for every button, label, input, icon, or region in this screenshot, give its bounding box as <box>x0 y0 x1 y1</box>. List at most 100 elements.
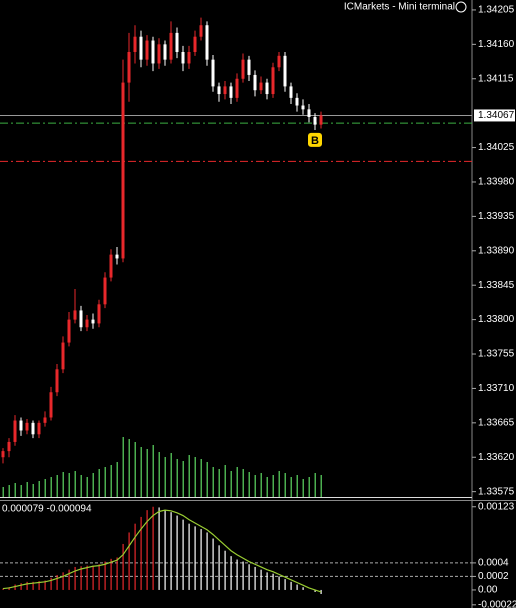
y-tick-label: 1.33575 <box>478 486 515 497</box>
candle-body <box>121 82 125 259</box>
histogram-bar <box>194 526 196 590</box>
candle-body <box>7 441 11 452</box>
candle-body <box>73 310 77 320</box>
y-tick-label: 1.33935 <box>478 211 515 222</box>
candle-body <box>1 451 5 458</box>
candle-body <box>25 422 29 431</box>
histogram-bar <box>320 589 322 595</box>
volume-bar <box>206 462 208 497</box>
histogram-bar <box>98 564 100 590</box>
histogram-bar <box>296 584 298 590</box>
y-tick-label: 1.34205 <box>478 5 515 16</box>
volume-bar <box>44 479 46 497</box>
candle-body <box>319 115 323 125</box>
volume-bar <box>62 472 64 497</box>
volume-bar <box>146 449 148 497</box>
candle-body <box>223 86 227 95</box>
candle-body <box>199 25 203 37</box>
candle-body <box>115 254 119 259</box>
histogram-bar <box>164 510 166 590</box>
histogram-bar <box>302 587 304 590</box>
y-tick-label: 1.33710 <box>478 383 515 394</box>
volume-bar <box>122 437 124 497</box>
volume-bar <box>98 469 100 497</box>
histogram-bar <box>224 550 226 590</box>
candle-body <box>271 67 275 95</box>
candle-body <box>157 44 161 64</box>
candle-body <box>307 109 311 117</box>
volume-bar <box>92 473 94 497</box>
volume-bar <box>296 475 298 497</box>
volume-bar <box>236 467 238 497</box>
candle-body <box>277 55 281 68</box>
volume-bar <box>20 485 22 497</box>
volume-bar <box>224 465 226 497</box>
histogram-bar <box>68 569 70 590</box>
histogram-bar <box>44 580 46 590</box>
candle-body <box>205 25 209 60</box>
candle-body <box>13 420 17 442</box>
histogram-bar <box>110 558 112 590</box>
histogram-bar <box>104 561 106 590</box>
histogram-bar <box>62 572 64 590</box>
candle-body <box>91 319 95 324</box>
histogram-bar <box>80 566 82 590</box>
signal-line <box>2 509 322 593</box>
candle-body <box>67 319 71 343</box>
volume-bar <box>140 447 142 497</box>
volume-bar <box>158 452 160 497</box>
indicator-label: 0.000079 -0.000094 <box>2 504 92 515</box>
histogram-bar <box>272 573 274 590</box>
chart-title: ICMarkets - Mini terminal <box>344 2 455 13</box>
y-tick-label: 0.0002 <box>478 571 509 582</box>
histogram-bar <box>314 589 316 592</box>
volume-bar <box>134 442 136 497</box>
candle-body <box>43 417 47 423</box>
volume-bar <box>164 457 166 497</box>
volume-bar <box>2 487 4 497</box>
histogram-bar <box>218 545 220 590</box>
histogram-bar <box>140 516 142 590</box>
histogram-bar <box>56 575 58 590</box>
volume-bar <box>290 477 292 497</box>
y-tick-label: 1.33665 <box>478 417 515 428</box>
volume-bar <box>56 475 58 497</box>
candle-body <box>37 422 41 435</box>
volume-bar <box>176 459 178 497</box>
volume-bar <box>200 459 202 497</box>
y-tick-label: 1.34025 <box>478 142 515 153</box>
candle-body <box>265 82 269 95</box>
volume-bar <box>86 477 88 497</box>
histogram-bar <box>182 519 184 590</box>
candle-body <box>19 420 23 431</box>
volume-bar <box>254 475 256 497</box>
candle-body <box>133 36 137 52</box>
y-tick-label: -0.00022 <box>478 599 516 608</box>
volume-bar <box>68 473 70 497</box>
y-tick-label: 0.0004 <box>478 558 509 569</box>
volume-bar <box>104 467 106 497</box>
volume-bar <box>218 469 220 497</box>
volume-bar <box>278 471 280 497</box>
histogram-bar <box>20 583 22 590</box>
volume-bar <box>74 471 76 497</box>
histogram-bar <box>236 559 238 590</box>
histogram-bar <box>170 512 172 590</box>
histogram-bar <box>206 532 208 590</box>
volume-bar <box>80 475 82 497</box>
histogram-bar <box>152 506 154 590</box>
volume-bar <box>320 475 322 497</box>
histogram-bar <box>134 523 136 590</box>
volume-bar <box>152 445 154 497</box>
price-label-box <box>474 109 515 122</box>
volume-bar <box>308 477 310 497</box>
candle-body <box>241 59 245 79</box>
y-tick-label: 1.33890 <box>478 245 515 256</box>
histogram-bar <box>116 557 118 590</box>
histogram-bar <box>122 543 124 590</box>
volume-bar <box>170 453 172 497</box>
volume-bar <box>266 477 268 497</box>
candle-body <box>247 59 251 75</box>
volume-bar <box>248 472 250 497</box>
